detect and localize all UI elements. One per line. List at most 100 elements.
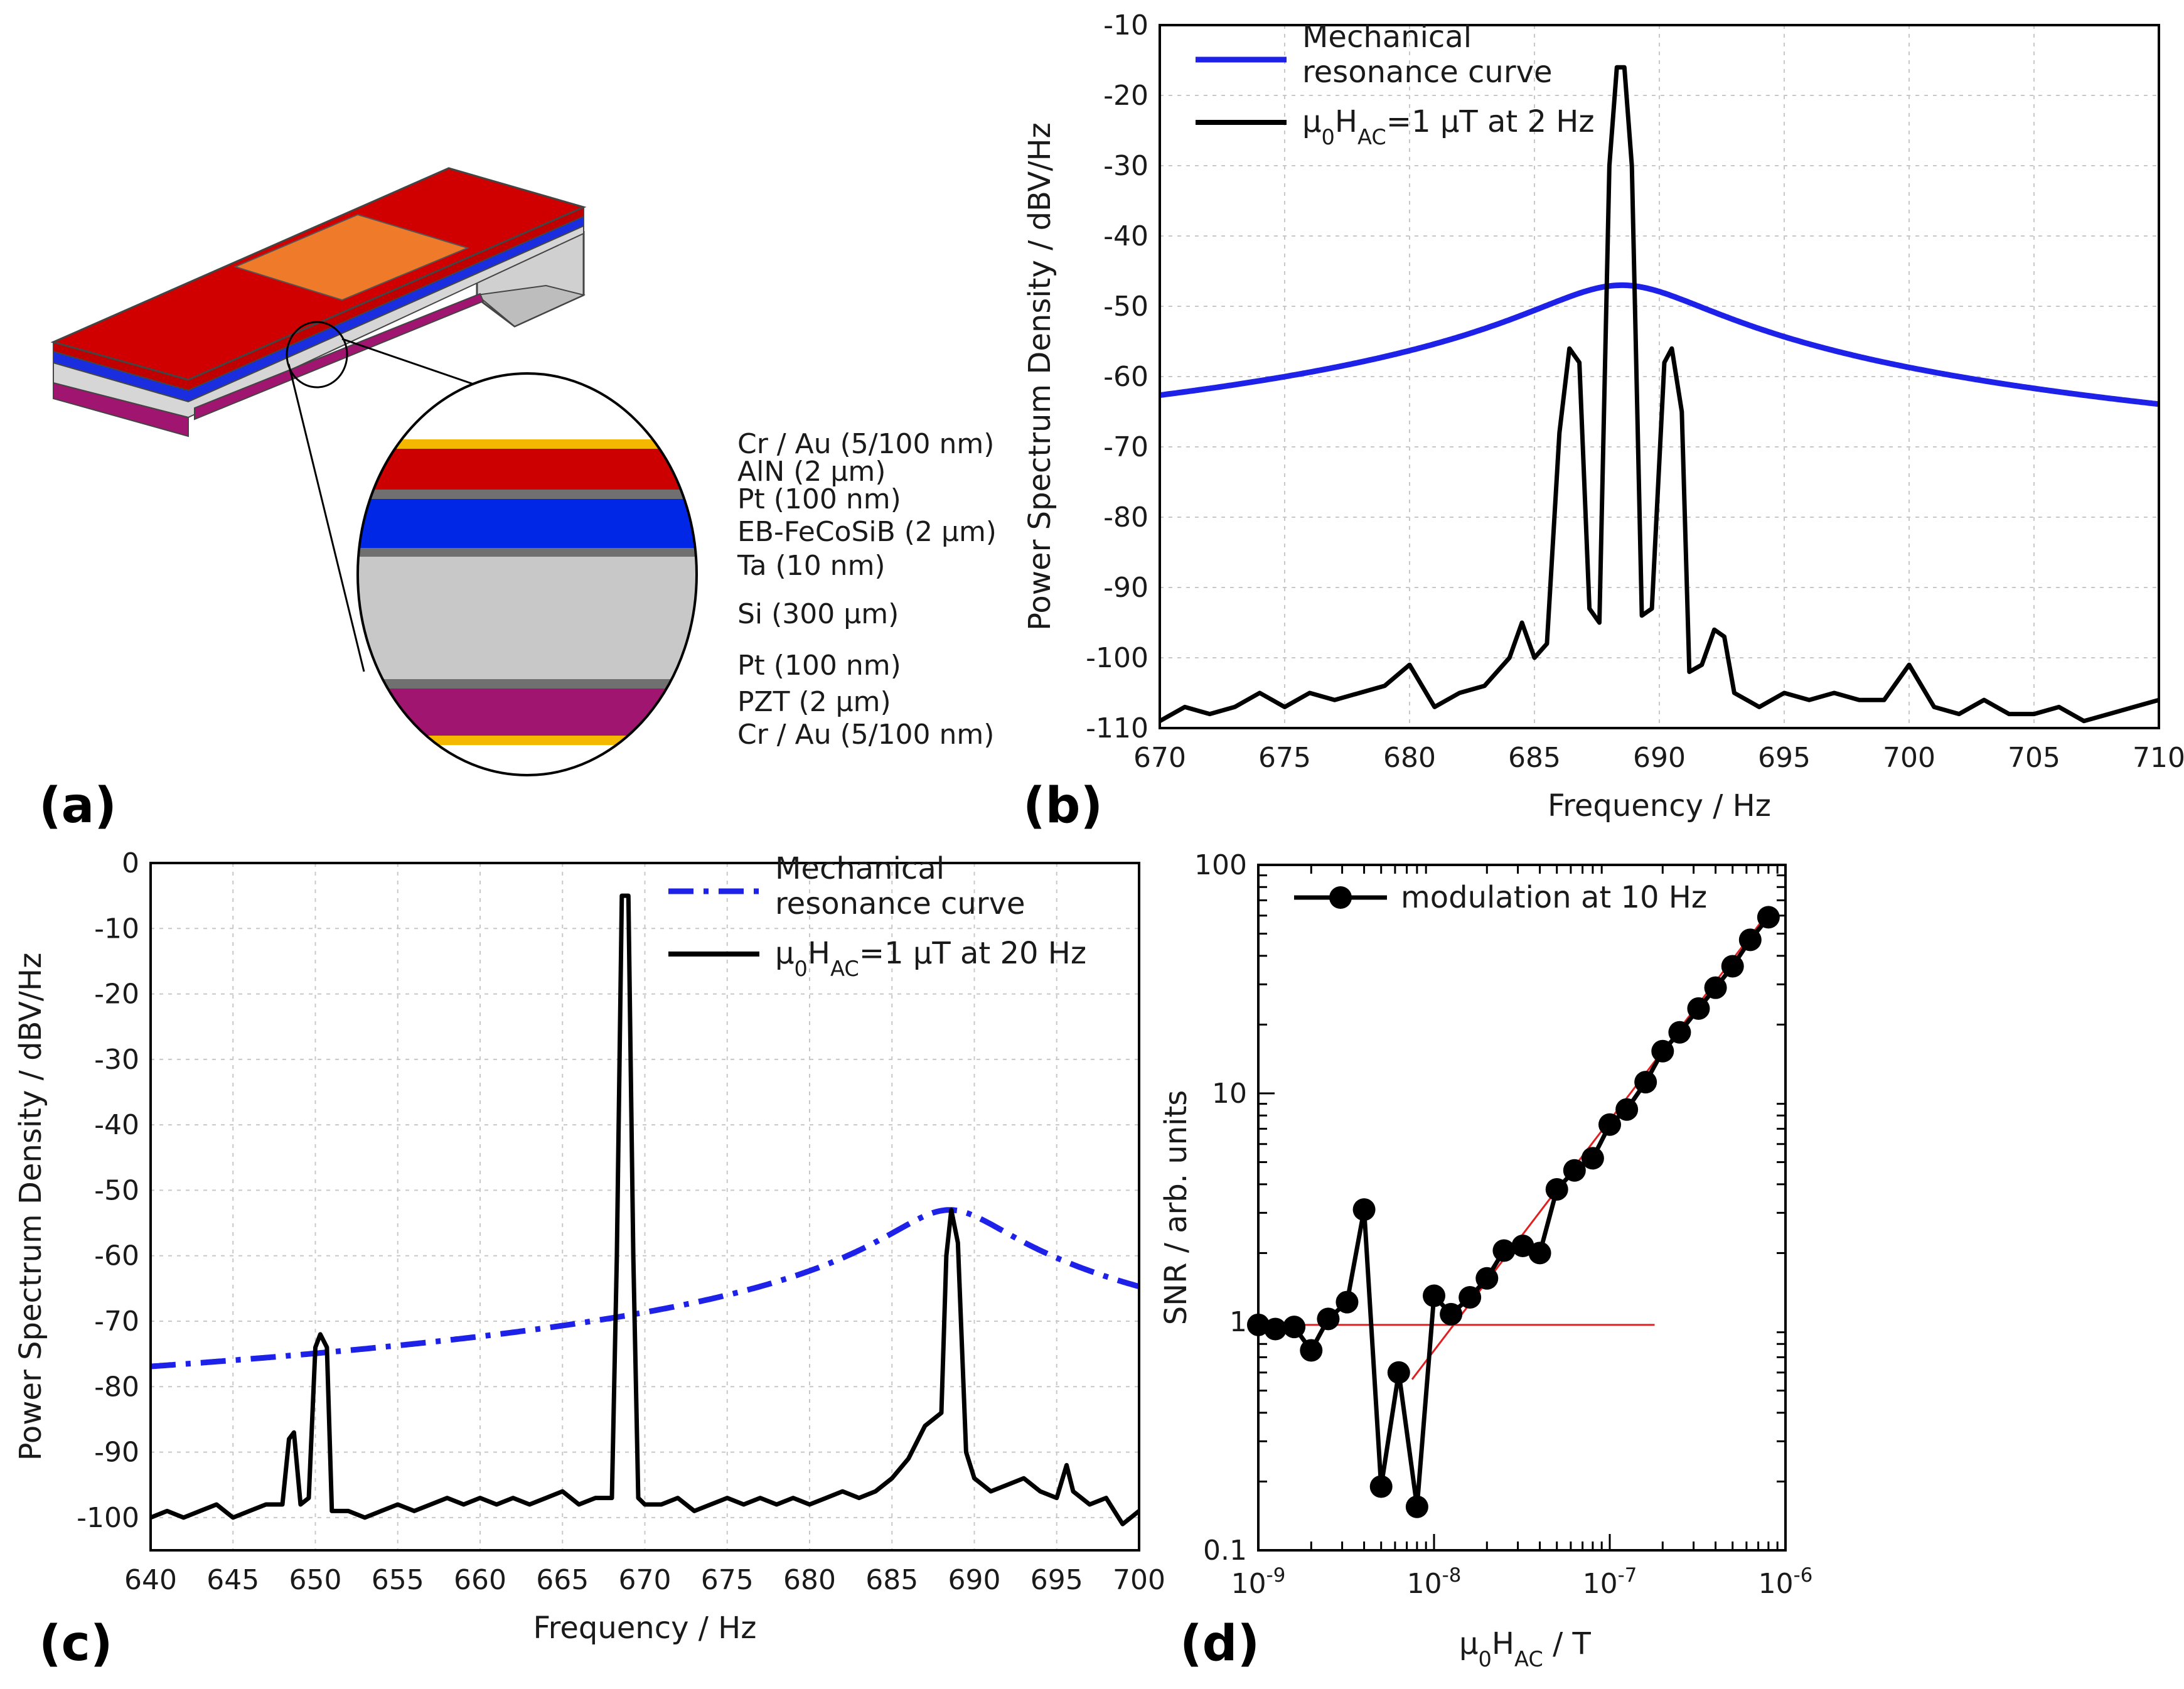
layer-label-5: Si (300 µm) [737, 598, 899, 630]
snr-data-point [1492, 1239, 1516, 1262]
layer-label-0: Cr / Au (5/100 nm) [737, 428, 994, 460]
y-tick-label: -110 [1086, 712, 1148, 744]
snr-data-point [1687, 997, 1710, 1020]
y-tick-label: -100 [1086, 642, 1148, 674]
plot-frame [1257, 864, 1787, 1552]
layer-label-7: PZT (2 µm) [737, 686, 891, 718]
layer-label-8: Cr / Au (5/100 nm) [737, 719, 994, 751]
x-tick-label: 705 [2008, 742, 2060, 774]
x-tick-label: 670 [619, 1564, 672, 1596]
snr-data-point [1387, 1361, 1410, 1384]
y-axis-label: SNR / arb. units [1159, 1090, 1194, 1326]
x-tick-label: 670 [1133, 742, 1186, 774]
y-tick-label: -30 [1103, 150, 1148, 182]
panel-c-chart: 640 645 650 655 660 665 670 675 680 685 690 695 700 0… [13, 847, 1165, 1646]
x-tick-label: 675 [701, 1564, 754, 1596]
x-tick-label: 660 [454, 1564, 506, 1596]
x-tick-label: 700 [1883, 742, 1935, 774]
x-tick-label: 700 [1113, 1564, 1165, 1596]
side-layer-pzt [53, 382, 189, 437]
snr-data-point [1721, 955, 1744, 978]
layer-label-1: AlN (2 µm) [737, 456, 886, 488]
xsec-au-bottom [358, 736, 697, 745]
panel-d-chart: 10-9 10-8 10-7 10-6 0.1 1 10 100 modulation at 1… [1159, 849, 1812, 1671]
substrate-bottom-slab [475, 284, 586, 328]
x-tick-label: 675 [1258, 742, 1311, 774]
xsec-aln [358, 449, 697, 490]
x-axis-label: Frequency / Hz [533, 1611, 757, 1646]
x-tick-label: 10-7 [1583, 1564, 1637, 1600]
xsec-pt-bottom [358, 679, 697, 689]
y-tick-label: -60 [1103, 361, 1148, 393]
snr-data-point [1317, 1307, 1340, 1331]
x-tick-label: 10-9 [1231, 1564, 1286, 1600]
y-tick-label: 0.1 [1203, 1535, 1247, 1567]
snr-data-point [1405, 1495, 1428, 1518]
xsec-ta [358, 548, 697, 557]
xsec-si [358, 557, 697, 679]
snr-data-point [1283, 1316, 1306, 1339]
zoom-circle-large [356, 372, 698, 776]
snr-data-point [1668, 1021, 1691, 1044]
series-signal [1159, 65, 2160, 724]
cross-section [358, 373, 697, 775]
x-tick-label: 690 [948, 1564, 1001, 1596]
legend-label-mechanical-line1: Mechanical [775, 851, 945, 886]
plot-frame [149, 862, 1140, 1552]
y-tick-label: 10 [1212, 1078, 1247, 1110]
y-tick-label: -100 [77, 1502, 139, 1534]
y-tick-label: 1 [1229, 1306, 1247, 1338]
x-tick-label: 685 [865, 1564, 918, 1596]
y-tick-label: -50 [94, 1174, 139, 1206]
snr-data-point [1264, 1317, 1287, 1341]
x-tick-label: 680 [1383, 742, 1436, 774]
zoom-line-left [287, 363, 365, 672]
panel-label-b: (b) [1023, 778, 1103, 834]
y-tick-label: -10 [94, 913, 139, 945]
snr-data-point [1475, 1267, 1499, 1290]
y-tick-label: -20 [1103, 80, 1148, 112]
panel-label-d: (d) [1180, 1616, 1260, 1672]
y-tick-label: 100 [1194, 849, 1247, 881]
top-electrode [233, 213, 469, 301]
snr-data-point [1352, 1198, 1376, 1221]
x-tick-label: 655 [372, 1564, 424, 1596]
x-tick-label: 10-8 [1407, 1564, 1462, 1600]
legend-label-mechanical-line1: Mechanical [1302, 19, 1472, 55]
snr-data-point [1581, 1147, 1604, 1170]
legend-label-mechanical-line2: resonance curve [775, 886, 1025, 921]
legend-label-mechanical-line2: resonance curve [1302, 55, 1553, 90]
y-tick-label: 0 [122, 847, 139, 879]
plot-frame [1159, 24, 2160, 729]
panel-a-schematic: Cr / Au (5/100 nm)AlN (2 µm)Pt (100 nm)E… [39, 167, 997, 834]
y-tick-label: -40 [94, 1109, 139, 1141]
x-axis-label: Frequency / Hz [1548, 788, 1771, 823]
panel-label-c: (c) [39, 1616, 113, 1672]
snr-data-point [1369, 1475, 1393, 1498]
snr-data-point [1704, 976, 1727, 999]
snr-data-point [1459, 1285, 1482, 1309]
layer-label-6: Pt (100 nm) [737, 650, 901, 682]
snr-data-point [1528, 1241, 1551, 1265]
y-tick-label: -10 [1103, 9, 1148, 41]
snr-data-point [1336, 1290, 1359, 1314]
y-tick-label: -60 [94, 1240, 139, 1272]
snr-data-point [1545, 1177, 1568, 1201]
y-tick-label: -40 [1103, 220, 1148, 252]
snr-data-point [1757, 906, 1780, 929]
y-tick-label: -70 [1103, 431, 1148, 463]
layer-label-2: Pt (100 nm) [737, 483, 901, 515]
x-tick-label: 690 [1633, 742, 1686, 774]
snr-data-point [1634, 1071, 1657, 1094]
legend-label-snr: modulation at 10 Hz [1401, 880, 1707, 915]
x-tick-label: 710 [2133, 742, 2184, 774]
x-tick-label: 695 [1030, 1564, 1083, 1596]
snr-data-point [1423, 1284, 1445, 1307]
x-tick-label: 650 [289, 1564, 342, 1596]
series-signal [149, 893, 1141, 1526]
layer-label-3: EB-FeCoSiB (2 µm) [737, 516, 997, 548]
x-tick-label: 665 [536, 1564, 589, 1596]
x-tick-label: 680 [783, 1564, 836, 1596]
zoom-circle-small [286, 321, 348, 389]
legend-label-signal: µ0HAC=1 µT at 2 Hz [1302, 104, 1595, 149]
